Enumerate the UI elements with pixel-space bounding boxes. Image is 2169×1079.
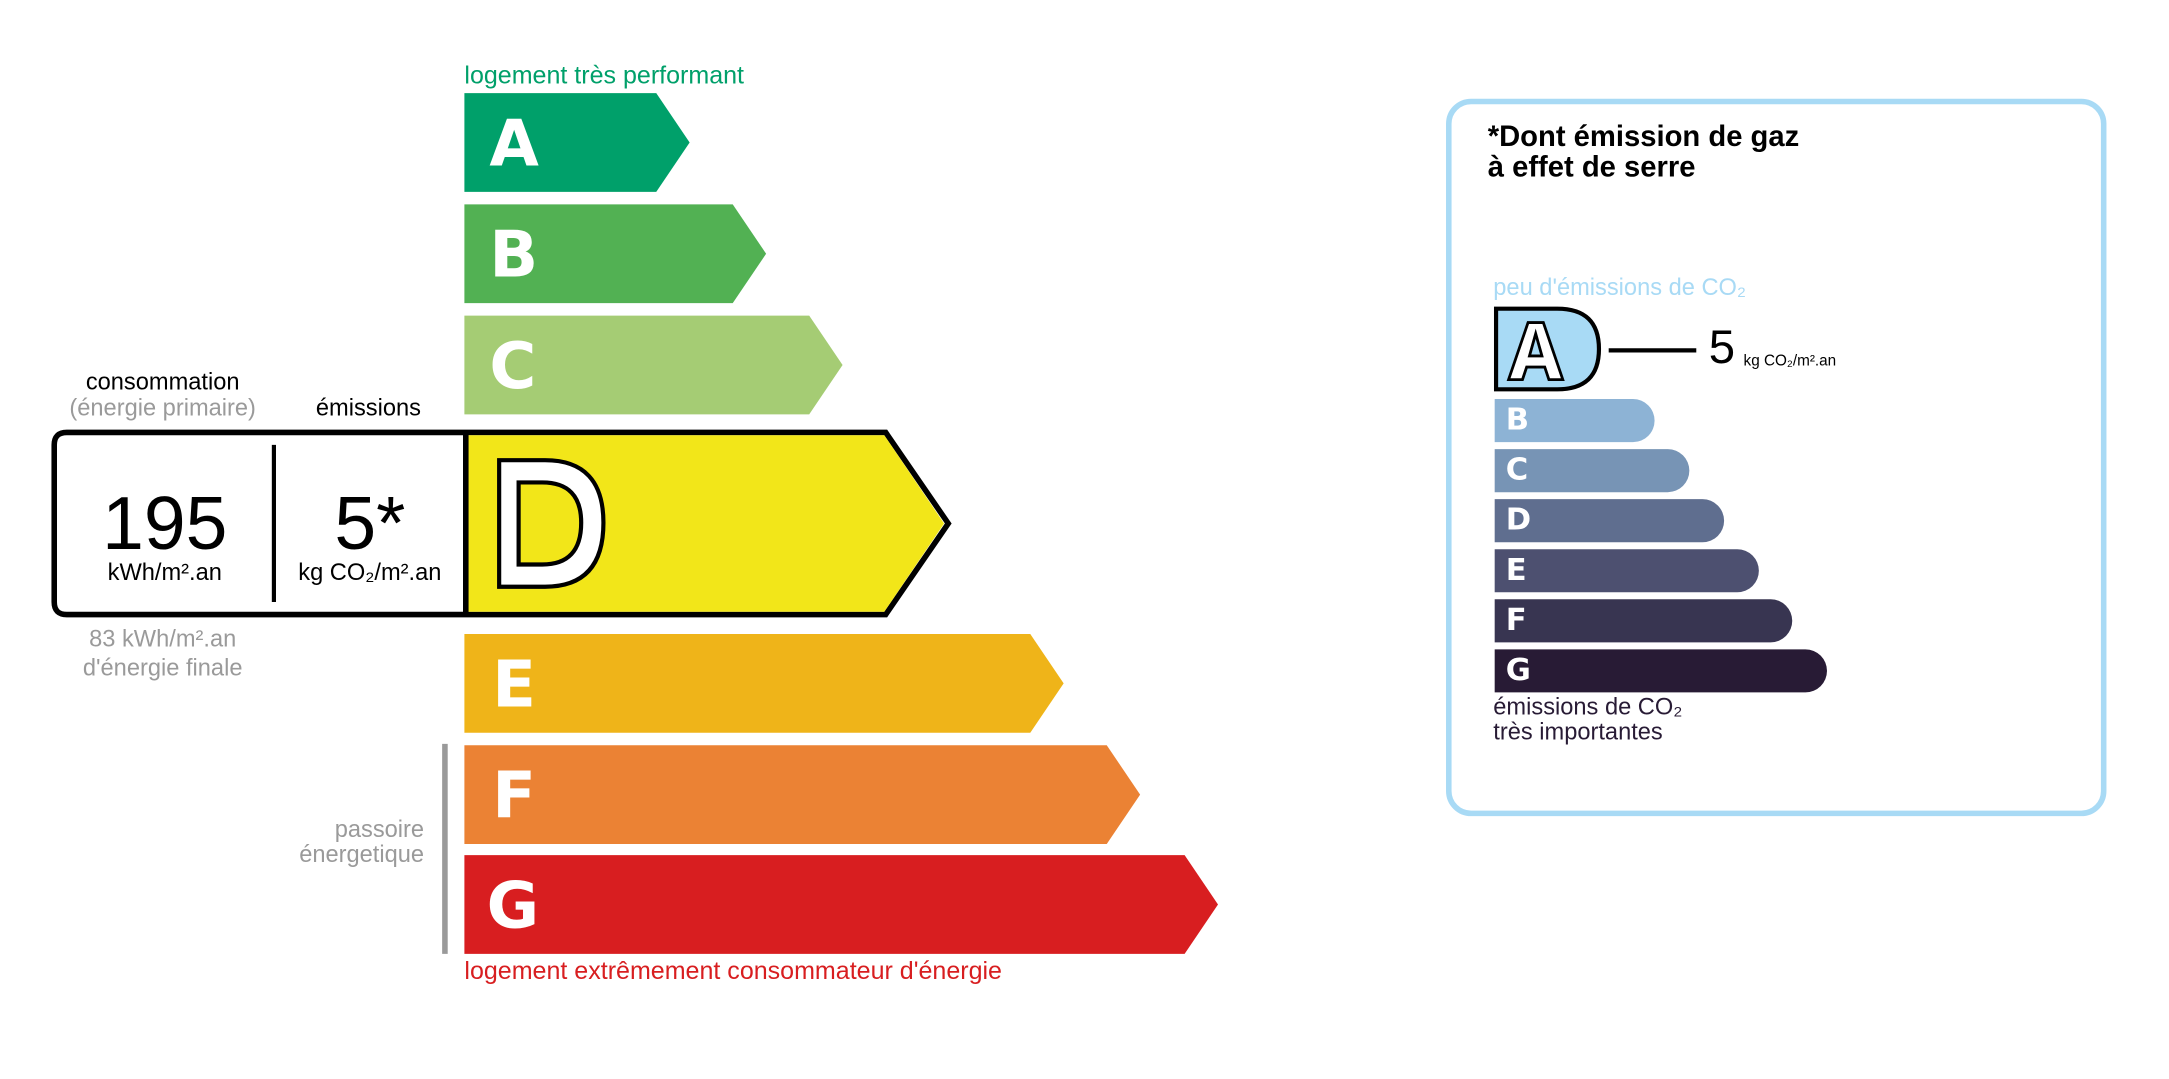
final-energy-label: d'énergie finale (82, 654, 243, 682)
consumption-sublabel: (énergie primaire) (69, 394, 256, 422)
ges-bar-b: B (1494, 399, 1655, 443)
class-e-label: E (492, 646, 536, 722)
class-f-label: F (492, 757, 536, 833)
class-a-label: A (489, 105, 539, 181)
energy-bar-e (464, 634, 1064, 733)
ges-value: 5 (1708, 321, 1736, 375)
ges-unit: kg CO₂/m².an (1743, 353, 1837, 370)
energy-bar-b (464, 204, 767, 304)
ges-class-e-label: E (1505, 553, 1527, 589)
class-b-label: B (489, 216, 539, 292)
energy-bar-a (464, 93, 690, 192)
ges-bar-e: E (1494, 549, 1759, 593)
ges-class-c-label: C (1505, 453, 1529, 489)
a-letter-icon (1506, 321, 1565, 381)
ges-class-d-label: D (1505, 503, 1532, 539)
emissions-unit: kg CO₂/m².an (298, 558, 442, 586)
ges-bar-g: G (1494, 649, 1827, 693)
consumption-value: 195 (102, 482, 228, 566)
ges-bottom-label-1: émissions de CO₂ (1493, 693, 1683, 721)
top-label: logement très performant (464, 61, 744, 89)
ges-title-1: *Dont émission de gaz (1487, 120, 1800, 153)
ges-top-label: peu d'émissions de CO₂ (1493, 273, 1747, 301)
emissions-value: 5* (334, 482, 406, 566)
ges-bar-d: D (1494, 499, 1725, 543)
ges-class-b-label: B (1505, 403, 1530, 438)
final-energy-value: 83 kWh/m².an (89, 625, 237, 653)
class-g-label: G (486, 867, 540, 943)
consumption-unit: kWh/m².an (107, 558, 222, 586)
ges-bar-f: F (1494, 599, 1793, 643)
passoire-label-2: énergetique (299, 841, 425, 868)
ges-bar-c: C (1494, 449, 1690, 493)
ges-bottom-label-2: très importantes (1493, 718, 1663, 746)
energy-bar-c (464, 315, 843, 415)
bottom-label: logement extrêmement consommateur d'éner… (464, 956, 1002, 985)
d-letter-icon (497, 458, 606, 589)
class-c-label: C (489, 328, 537, 404)
consumption-label: consommation (85, 368, 240, 395)
emissions-label: émissions (315, 394, 422, 422)
ges-class-g-label: G (1505, 653, 1531, 689)
ges-title-2: à effet de serre (1487, 151, 1696, 184)
ges-class-f-label: F (1505, 603, 1527, 639)
ges-frame (1446, 98, 2107, 817)
energy-bar-f (464, 745, 1141, 844)
energy-bar-g (464, 855, 1218, 954)
passoire-label-1: passoire (334, 816, 425, 843)
